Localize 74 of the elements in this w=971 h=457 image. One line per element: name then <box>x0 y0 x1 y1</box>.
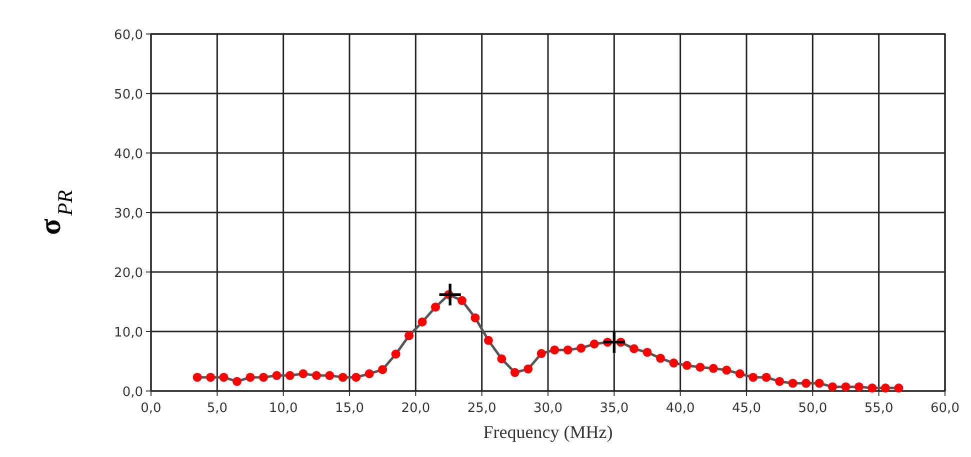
point <box>854 382 864 392</box>
point <box>524 364 533 374</box>
point <box>352 372 361 382</box>
point <box>192 372 202 382</box>
point <box>762 372 771 382</box>
point <box>418 317 427 326</box>
point <box>457 296 466 306</box>
point <box>669 358 678 368</box>
x-tick-label: 35,0 <box>600 401 629 416</box>
point <box>550 345 560 354</box>
point <box>880 384 890 393</box>
y-tick-label: 20,0 <box>114 266 143 281</box>
point <box>868 384 877 393</box>
point <box>258 372 268 382</box>
y-tick-label: 30,0 <box>114 206 143 222</box>
point <box>563 345 572 354</box>
point <box>312 371 321 380</box>
x-tick-label: 45,0 <box>732 401 761 416</box>
point <box>378 365 388 374</box>
y-tick-label: 60,0 <box>114 28 143 43</box>
point <box>219 372 228 382</box>
point <box>696 362 705 372</box>
point <box>298 369 308 378</box>
point <box>642 348 652 357</box>
point <box>735 369 744 378</box>
point <box>682 360 692 370</box>
point <box>510 368 520 378</box>
point <box>404 331 414 340</box>
x-tick-label: 10,0 <box>268 401 298 416</box>
point <box>748 372 758 382</box>
y-tick-label: 10,0 <box>114 326 143 340</box>
x-tick-label: 60,0 <box>930 401 960 416</box>
x-tick-label: 20,0 <box>401 401 430 416</box>
point <box>431 302 440 312</box>
x-tick-label: 5,0 <box>206 401 228 416</box>
point <box>325 371 334 380</box>
x-tick-label: 25,0 <box>467 401 496 416</box>
point <box>391 350 400 359</box>
x-tick-label: 40,0 <box>666 401 695 416</box>
x-tick-label: 30,0 <box>534 401 562 416</box>
point <box>788 378 798 388</box>
x-axis-title: Frequency (MHz) <box>483 422 613 442</box>
x-tick-label: 15,0 <box>335 401 364 416</box>
point <box>630 344 639 354</box>
y-tick-label: 40,0 <box>114 147 143 162</box>
point <box>841 382 850 392</box>
point <box>656 354 665 363</box>
point <box>232 376 242 386</box>
point <box>246 372 255 382</box>
point <box>603 331 625 354</box>
x-tick-label: 0,0 <box>140 401 162 416</box>
point <box>828 382 838 392</box>
point <box>536 349 546 358</box>
point <box>576 344 586 353</box>
y-tick-label: 50,0 <box>114 88 143 102</box>
point <box>802 378 811 388</box>
point <box>272 371 282 380</box>
x-tick-label: 50,0 <box>798 401 828 416</box>
point <box>708 364 718 373</box>
point <box>590 339 599 348</box>
point <box>470 313 480 322</box>
point <box>814 378 824 388</box>
point <box>206 372 216 382</box>
point <box>364 369 374 378</box>
point <box>285 371 294 380</box>
point <box>338 372 348 382</box>
point <box>484 336 493 345</box>
point <box>497 354 506 364</box>
y-tick-label: 0,0 <box>122 385 143 400</box>
x-tick-label: 55,0 <box>864 401 894 416</box>
point <box>894 384 904 393</box>
point <box>775 376 784 386</box>
point <box>439 284 461 306</box>
point <box>722 366 732 375</box>
